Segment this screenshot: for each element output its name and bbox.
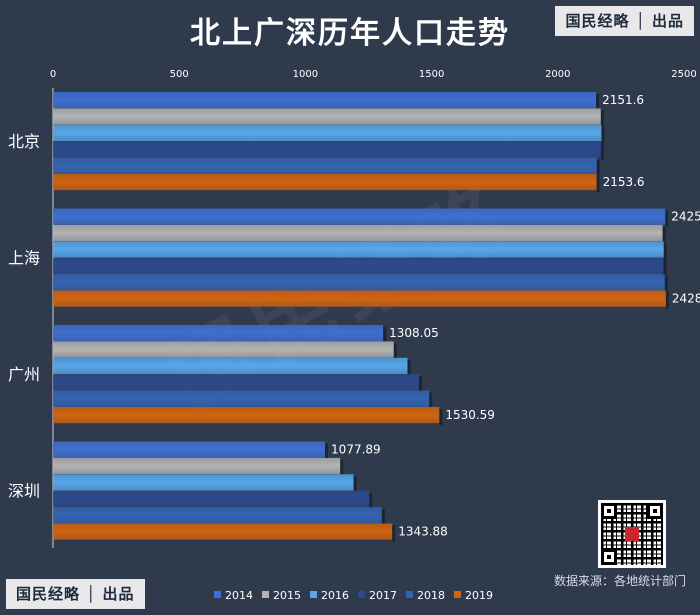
bar-shadow <box>429 392 433 409</box>
category-label: 北京 <box>8 132 40 151</box>
bar <box>53 523 393 540</box>
bar-shadow <box>369 492 373 509</box>
bar-shadow <box>662 226 666 244</box>
x-tick-label: 500 <box>170 69 189 80</box>
data-label: 1530.59 <box>445 408 495 422</box>
legend-label: 2018 <box>417 589 445 602</box>
bar-shadow <box>596 176 600 193</box>
bar-shadow <box>600 143 604 160</box>
bar-shadow <box>663 243 667 260</box>
bar-shadow <box>381 509 385 526</box>
legend-swatch <box>358 591 365 598</box>
bar <box>53 507 382 524</box>
legend-swatch <box>310 591 317 598</box>
brand-name: 国民经略 <box>16 585 81 603</box>
category-label: 深圳 <box>8 482 40 501</box>
bar <box>53 224 663 242</box>
data-label: 2153.6 <box>603 175 645 189</box>
chart-title: 北上广深历年人口走势 <box>190 16 510 51</box>
legend-swatch <box>454 591 461 598</box>
qr-code <box>598 500 666 568</box>
bar <box>53 141 601 158</box>
bar-shadow <box>439 409 443 426</box>
bar <box>53 374 419 391</box>
legend-label: 2015 <box>273 589 301 602</box>
bar <box>53 490 370 507</box>
brand-separator: │ <box>635 12 652 30</box>
x-tick-label: 1500 <box>419 69 444 80</box>
legend-label: 2019 <box>465 589 493 602</box>
brand-suffix: 出品 <box>102 585 135 603</box>
bar-shadow <box>407 359 411 376</box>
bar <box>53 325 384 342</box>
legend-label: 2017 <box>369 589 397 602</box>
legend-label: 2016 <box>321 589 349 602</box>
bar-shadow <box>393 343 397 360</box>
bar-shadow <box>325 443 329 460</box>
bar-shadow <box>353 476 357 493</box>
bar-shadow <box>340 459 344 477</box>
bar <box>53 241 664 258</box>
legend-swatch <box>406 591 413 598</box>
legend-swatch <box>262 591 269 598</box>
x-tick-label: 0 <box>50 69 56 80</box>
bar <box>53 290 666 307</box>
bar <box>53 157 597 174</box>
data-source: 数据来源：各地统计部门 <box>553 574 686 588</box>
brand-separator: │ <box>86 585 103 603</box>
data-label: 2151.6 <box>602 93 644 107</box>
bar-shadow <box>663 259 667 276</box>
bar-shadow <box>596 159 600 176</box>
legend-label: 2014 <box>225 589 253 602</box>
brand-suffix: 出品 <box>651 12 684 30</box>
bar-shadow <box>601 126 605 143</box>
data-label: 1343.88 <box>398 525 448 539</box>
bar <box>53 108 601 125</box>
brand-badge-top: 国民经略 │ 出品 <box>555 6 694 36</box>
x-tick-label: 2000 <box>545 69 570 80</box>
bar <box>53 474 354 491</box>
bar-shadow <box>383 327 387 344</box>
bar-shadow <box>596 94 600 111</box>
bar <box>53 357 408 374</box>
bar <box>53 174 597 191</box>
bar <box>53 274 665 291</box>
bar <box>53 341 394 358</box>
bar <box>53 257 664 274</box>
bar <box>53 208 666 225</box>
bar-shadow <box>418 376 422 393</box>
bar <box>53 441 326 458</box>
bar-shadow <box>665 210 669 227</box>
brand-badge-bottom: 国民经略 │ 出品 <box>6 579 145 609</box>
legend-swatch <box>214 591 221 598</box>
bar <box>53 124 602 141</box>
bar <box>53 390 430 407</box>
brand-name: 国民经略 <box>565 12 630 30</box>
x-tick-label: 2500 <box>671 69 696 80</box>
data-label: 2425.68 <box>671 210 700 224</box>
data-label: 1077.89 <box>331 443 381 457</box>
x-tick-label: 1000 <box>293 69 318 80</box>
bar-shadow <box>665 292 669 309</box>
category-label: 广州 <box>8 365 40 384</box>
category-label: 上海 <box>8 249 40 268</box>
bar <box>53 92 597 109</box>
bar-shadow <box>392 525 396 542</box>
bar-shadow <box>664 276 668 293</box>
bar-shadow <box>600 110 604 127</box>
bar <box>53 457 341 475</box>
bar <box>53 407 440 424</box>
data-label: 1308.05 <box>389 326 439 340</box>
data-label: 2428.14 <box>672 292 700 306</box>
